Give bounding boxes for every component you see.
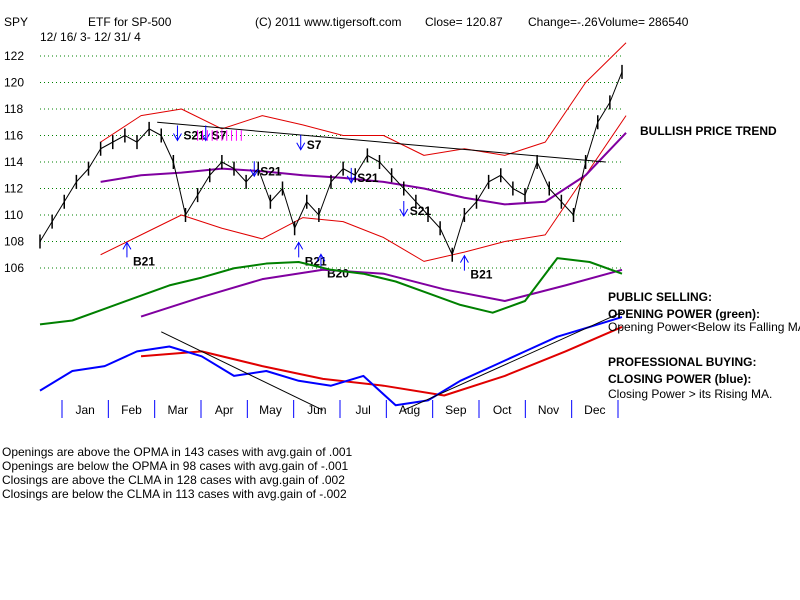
closing-power-pane (39, 311, 623, 411)
date-range: 12/ 16/ 3- 12/ 31/ 4 (40, 30, 141, 44)
buy-arrow-head (122, 241, 132, 250)
y-tick-label: 116 (4, 129, 23, 143)
signal-label: S21 (260, 164, 282, 178)
y-tick-label: 106 (4, 261, 24, 275)
month-label: Jan (75, 403, 94, 417)
stat-line-2: Openings are below the OPMA in 98 cases … (2, 459, 349, 473)
month-label: Apr (215, 403, 234, 417)
stat-line-3: Closings are above the CLMA in 128 cases… (2, 473, 345, 487)
signal-label: S7 (212, 129, 227, 143)
month-label: Oct (493, 403, 512, 417)
sell-arrow-head (296, 142, 306, 151)
opening-power-ma (140, 268, 623, 318)
y-tick-label: 114 (4, 155, 23, 169)
signal-label: S21 (357, 171, 379, 185)
opening-power-desc: Opening Power<Below its Falling MA. (608, 320, 800, 334)
month-label: May (259, 403, 282, 417)
sell-arrow-head (346, 175, 356, 184)
sell-arrow-head (173, 133, 182, 142)
price-line (39, 71, 623, 256)
y-tick-label: 120 (4, 76, 24, 90)
sell-arrow-head (201, 133, 211, 142)
trend-lines (157, 121, 606, 163)
month-label: Nov (538, 403, 559, 417)
copyright-text: (C) 2011 www.tigersoft.com (255, 15, 402, 29)
close-value: Close= 120.87 (425, 15, 503, 29)
y-tick-label: 118 (4, 102, 23, 116)
signal-label: B20 (327, 266, 349, 280)
y-tick-label: 112 (4, 182, 23, 196)
y-tick-label: 108 (4, 235, 24, 249)
month-axis: Jan Feb Mar Apr May Jun Jul Aug Sep Oct Nov Dec (61, 400, 619, 418)
month-label: Dec (584, 403, 605, 417)
closing-power-label: CLOSING POWER (blue): (608, 372, 751, 386)
month-label: Jun (307, 403, 326, 417)
month-label: Mar (167, 403, 188, 417)
signal-label: S21 (183, 129, 205, 143)
closing-downtrend-line (161, 331, 324, 411)
ticker-symbol: SPY (4, 15, 28, 29)
stat-line-4: Closings are below the CLMA in 113 cases… (2, 487, 347, 501)
month-label: Aug (399, 403, 420, 417)
stat-line-1: Openings are above the OPMA in 143 cases… (2, 445, 353, 459)
signal-label: S7 (307, 138, 322, 152)
buy-arrow-head (459, 254, 469, 263)
lower-band-line (100, 115, 627, 262)
buy-arrow-head (294, 241, 304, 250)
trend-annotation: BULLISH PRICE TREND (640, 124, 777, 138)
month-label: Jul (355, 403, 370, 417)
envelope-bands (100, 42, 627, 262)
price-bars (39, 64, 623, 262)
instrument-name: ETF for SP-500 (88, 15, 172, 29)
volume-value: Volume= 286540 (598, 15, 689, 29)
sell-arrow-head (399, 208, 409, 218)
y-tick-label: 110 (4, 208, 23, 222)
month-label: Feb (121, 403, 142, 417)
y-tick-label: 122 (4, 49, 24, 63)
sell-arrow-head (249, 169, 259, 178)
opening-power-pane (39, 257, 623, 326)
signal-label: B21 (470, 268, 492, 282)
upper-band-line (100, 42, 627, 156)
buy-arrow-head (316, 253, 326, 262)
professional-buying-title: PROFESSIONAL BUYING: (608, 355, 756, 369)
closing-power-desc: Closing Power > its Rising MA. (608, 387, 772, 401)
signal-label: B21 (133, 254, 155, 268)
closing-uptrend-line (403, 311, 623, 411)
closing-power-ma (140, 325, 623, 397)
opening-power-line (39, 257, 623, 326)
price-axis-ticks: 106 108 110 112 114 116 118 120 122 (4, 49, 24, 275)
change-value: Change=-.26 (528, 15, 598, 29)
closing-power-line (39, 316, 623, 407)
month-label: Sep (445, 403, 467, 417)
moving-average-line (100, 132, 627, 206)
public-selling-title: PUBLIC SELLING: (608, 290, 712, 304)
resistance-trendline (157, 121, 606, 163)
opening-power-label: OPENING POWER (green): (608, 307, 760, 321)
signal-label: S21 (410, 204, 432, 218)
